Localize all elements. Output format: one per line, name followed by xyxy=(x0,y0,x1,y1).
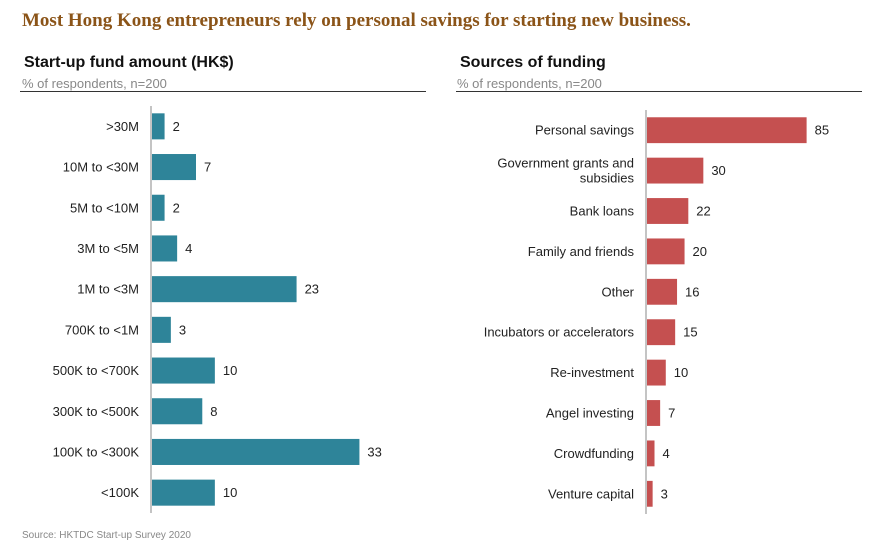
left-chart-subtitle: % of respondents, n=200 xyxy=(22,76,167,91)
right-category-label: Bank loans xyxy=(570,204,635,219)
right-value-label: 4 xyxy=(663,446,670,461)
left-value-label: 7 xyxy=(204,160,211,175)
right-bar xyxy=(647,440,655,467)
left-bar xyxy=(152,235,178,262)
right-value-label: 30 xyxy=(711,163,725,178)
right-category-label: Re-investment xyxy=(550,365,634,380)
right-category-label: Crowdfunding xyxy=(554,446,634,461)
left-bar xyxy=(152,316,171,343)
left-bar xyxy=(152,438,360,465)
right-value-label: 85 xyxy=(815,123,829,138)
right-value-label: 10 xyxy=(674,365,688,380)
right-bar xyxy=(647,117,807,144)
right-value-label: 7 xyxy=(668,406,675,421)
right-bar xyxy=(647,198,689,224)
left-value-label: 23 xyxy=(305,282,319,297)
left-category-label: 300K to <500K xyxy=(53,404,140,419)
right-category-label: Venture capital xyxy=(548,486,634,501)
right-bar xyxy=(647,319,676,346)
right-bar xyxy=(647,278,678,305)
source-note: Source: HKTDC Start-up Survey 2020 xyxy=(22,530,191,541)
left-category-label: >30M xyxy=(106,119,139,134)
left-chart-title: Start-up fund amount (HK$) xyxy=(24,54,234,71)
left-value-label: 10 xyxy=(223,363,237,378)
right-chart-subtitle: % of respondents, n=200 xyxy=(457,76,602,91)
left-value-label: 8 xyxy=(210,404,217,419)
right-bar xyxy=(647,359,666,386)
left-category-label: 5M to <10M xyxy=(70,200,139,215)
right-value-label: 16 xyxy=(685,284,699,299)
left-value-label: 33 xyxy=(367,444,381,459)
left-value-label: 10 xyxy=(223,485,237,500)
left-category-label: <100K xyxy=(101,485,139,500)
left-bar xyxy=(152,154,196,181)
left-bar xyxy=(152,276,297,303)
left-category-label: 100K to <300K xyxy=(53,444,140,459)
left-category-label: 3M to <5M xyxy=(77,241,139,256)
left-value-label: 2 xyxy=(173,119,180,134)
left-bar xyxy=(152,113,165,140)
right-value-label: 20 xyxy=(693,244,707,259)
right-bar xyxy=(647,400,661,426)
right-category-label: Other xyxy=(601,284,634,299)
right-bar xyxy=(647,238,685,265)
right-category-label: Incubators or accelerators xyxy=(484,325,635,340)
left-value-label: 2 xyxy=(173,200,180,215)
left-bar xyxy=(152,479,215,506)
right-bar xyxy=(647,157,704,184)
left-value-label: 3 xyxy=(179,322,186,337)
left-category-label: 700K to <1M xyxy=(65,322,139,337)
headline: Most Hong Kong entrepreneurs rely on per… xyxy=(22,10,691,31)
right-category-label: Angel investing xyxy=(546,406,634,421)
right-value-label: 3 xyxy=(661,486,668,501)
right-bar xyxy=(647,480,653,507)
right-chart-title: Sources of funding xyxy=(460,54,606,71)
right-category-label: Government grants and subsidies xyxy=(497,156,634,186)
right-category-label: Personal savings xyxy=(535,123,634,138)
right-value-label: 22 xyxy=(696,204,710,219)
left-category-label: 500K to <700K xyxy=(53,363,140,378)
right-header-rule xyxy=(456,91,862,92)
left-category-label: 10M to <30M xyxy=(63,160,139,175)
left-bar xyxy=(152,398,203,425)
right-category-label: Family and friends xyxy=(528,244,635,259)
left-header-rule xyxy=(20,91,426,92)
left-bar xyxy=(152,357,215,384)
left-value-label: 4 xyxy=(185,241,192,256)
left-category-label: 1M to <3M xyxy=(77,282,139,297)
right-value-label: 15 xyxy=(683,325,697,340)
left-bar xyxy=(152,194,165,221)
